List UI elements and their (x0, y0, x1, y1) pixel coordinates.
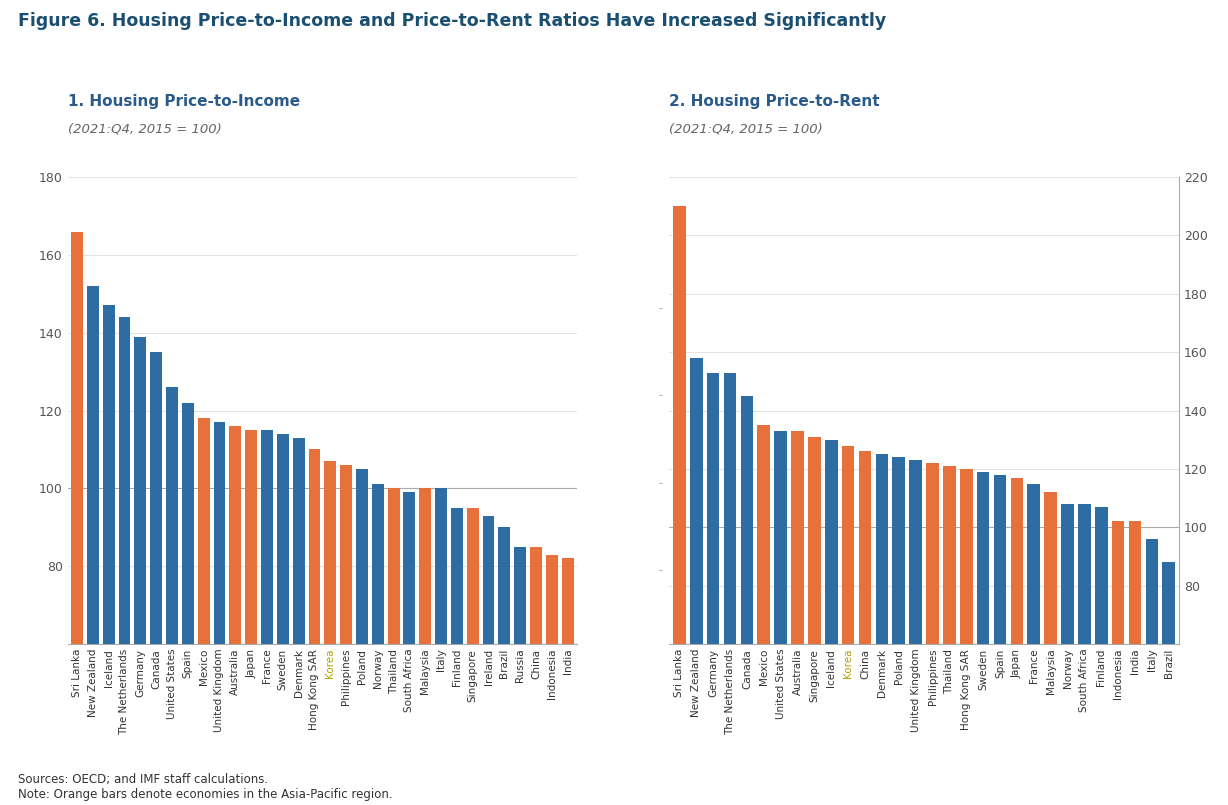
Bar (134, 336, 146, 805)
Text: –: – (659, 391, 663, 400)
Bar (1078, 504, 1090, 805)
Bar (825, 440, 837, 805)
Bar (690, 358, 702, 805)
Bar (262, 430, 273, 805)
Text: (2021:Q4, 2015 = 100): (2021:Q4, 2015 = 100) (68, 122, 221, 135)
Bar (791, 431, 804, 805)
Text: (2021:Q4, 2015 = 100): (2021:Q4, 2015 = 100) (669, 122, 823, 135)
Bar (71, 232, 84, 805)
Bar (150, 353, 162, 805)
Bar (1044, 492, 1057, 805)
Bar (1028, 484, 1040, 805)
Bar (1129, 522, 1141, 805)
Bar (404, 492, 415, 805)
Bar (808, 437, 820, 805)
Bar (673, 206, 685, 805)
Text: 1. Housing Price-to-Income: 1. Housing Price-to-Income (68, 93, 300, 109)
Bar (740, 396, 753, 805)
Text: Sources: OECD; and IMF staff calculations.
Note: Orange bars denote economies in: Sources: OECD; and IMF staff calculation… (18, 773, 393, 801)
Bar (1146, 539, 1158, 805)
Bar (993, 475, 1006, 805)
Bar (214, 422, 226, 805)
Bar (758, 425, 770, 805)
Text: 2. Housing Price-to-Rent: 2. Housing Price-to-Rent (669, 93, 880, 109)
Bar (561, 559, 573, 805)
Bar (775, 431, 787, 805)
Bar (103, 306, 114, 805)
Text: –: – (659, 567, 663, 576)
Bar (1011, 477, 1023, 805)
Bar (1095, 507, 1108, 805)
Bar (515, 547, 526, 805)
Bar (1111, 522, 1125, 805)
Bar (292, 438, 305, 805)
Bar (943, 466, 955, 805)
Bar (340, 465, 352, 805)
Bar (198, 419, 210, 805)
Bar (451, 508, 463, 805)
Bar (356, 469, 368, 805)
Bar (893, 457, 905, 805)
Bar (960, 469, 973, 805)
Bar (230, 426, 241, 805)
Bar (467, 508, 479, 805)
Bar (842, 445, 855, 805)
Bar (419, 489, 431, 805)
Bar (87, 286, 98, 805)
Bar (499, 527, 511, 805)
Bar (976, 472, 990, 805)
Bar (372, 485, 383, 805)
Bar (707, 373, 720, 805)
Bar (926, 463, 939, 805)
Text: Figure 6. Housing Price-to-Income and Price-to-Rent Ratios Have Increased Signif: Figure 6. Housing Price-to-Income and Pr… (18, 12, 887, 30)
Bar (166, 387, 178, 805)
Bar (1061, 504, 1073, 805)
Bar (324, 461, 336, 805)
Bar (308, 449, 321, 805)
Text: –: – (659, 479, 663, 488)
Bar (483, 516, 495, 805)
Bar (119, 317, 130, 805)
Bar (723, 373, 737, 805)
Bar (276, 434, 289, 805)
Bar (1163, 562, 1175, 805)
Bar (530, 547, 542, 805)
Bar (435, 489, 447, 805)
Bar (858, 452, 872, 805)
Bar (876, 454, 888, 805)
Bar (909, 460, 922, 805)
Bar (546, 555, 558, 805)
Text: –: – (659, 304, 663, 313)
Bar (246, 430, 257, 805)
Bar (388, 489, 399, 805)
Bar (182, 402, 194, 805)
